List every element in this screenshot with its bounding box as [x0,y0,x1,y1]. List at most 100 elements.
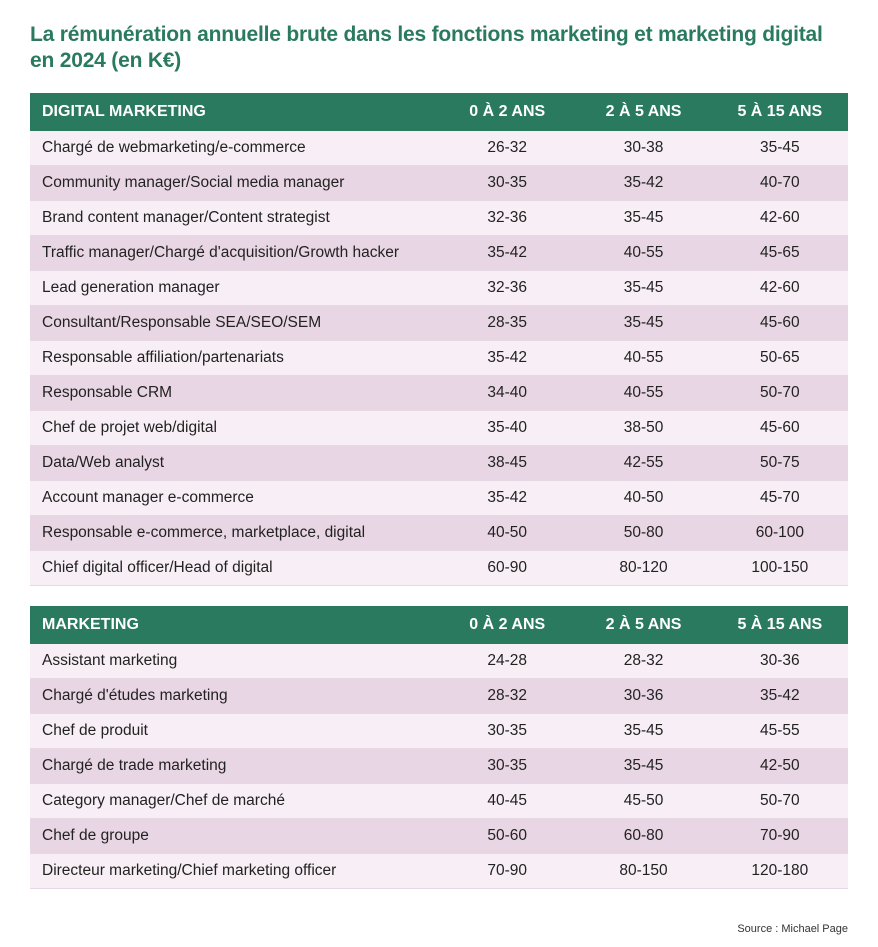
value-cell: 30-35 [439,748,575,783]
role-cell: Account manager e-commerce [30,480,439,515]
source-label: Source : Michael Page [0,921,878,947]
value-cell: 32-36 [439,200,575,235]
salary-section: DIGITAL MARKETING0 À 2 ANS2 À 5 ANS5 À 1… [30,93,848,586]
value-cell: 50-70 [712,783,848,818]
table-row: Consultant/Responsable SEA/SEO/SEM28-353… [30,305,848,340]
value-cell: 40-70 [712,165,848,200]
role-cell: Assistant marketing [30,644,439,679]
role-cell: Community manager/Social media manager [30,165,439,200]
table-row: Lead generation manager32-3635-4542-60 [30,270,848,305]
value-cell: 70-90 [712,818,848,853]
value-cell: 28-35 [439,305,575,340]
value-cell: 40-55 [575,375,711,410]
value-cell: 35-45 [712,131,848,166]
value-cell: 40-50 [439,515,575,550]
table-row: Directeur marketing/Chief marketing offi… [30,853,848,888]
column-header: 2 À 5 ANS [575,606,711,644]
value-cell: 35-45 [575,305,711,340]
value-cell: 28-32 [575,644,711,679]
table-row: Responsable CRM34-4040-5550-70 [30,375,848,410]
role-cell: Category manager/Chef de marché [30,783,439,818]
table-row: Chef de projet web/digital35-4038-5045-6… [30,410,848,445]
salary-table: DIGITAL MARKETING0 À 2 ANS2 À 5 ANS5 À 1… [30,93,848,586]
value-cell: 45-55 [712,713,848,748]
value-cell: 38-45 [439,445,575,480]
role-cell: Traffic manager/Chargé d'acquisition/Gro… [30,235,439,270]
value-cell: 60-100 [712,515,848,550]
role-cell: Chargé d'études marketing [30,678,439,713]
value-cell: 30-36 [575,678,711,713]
value-cell: 38-50 [575,410,711,445]
value-cell: 50-60 [439,818,575,853]
value-cell: 35-42 [439,480,575,515]
column-header: 0 À 2 ANS [439,93,575,131]
table-row: Chargé de trade marketing30-3535-4542-50 [30,748,848,783]
table-row: Brand content manager/Content strategist… [30,200,848,235]
value-cell: 32-36 [439,270,575,305]
table-row: Traffic manager/Chargé d'acquisition/Gro… [30,235,848,270]
value-cell: 100-150 [712,550,848,585]
value-cell: 35-45 [575,200,711,235]
value-cell: 50-70 [712,375,848,410]
section-heading: DIGITAL MARKETING [30,93,439,131]
value-cell: 120-180 [712,853,848,888]
table-row: Responsable e-commerce, marketplace, dig… [30,515,848,550]
table-row: Account manager e-commerce35-4240-5045-7… [30,480,848,515]
value-cell: 28-32 [439,678,575,713]
value-cell: 42-60 [712,200,848,235]
salary-table: MARKETING0 À 2 ANS2 À 5 ANS5 À 15 ANSAss… [30,606,848,889]
table-row: Data/Web analyst38-4542-5550-75 [30,445,848,480]
value-cell: 70-90 [439,853,575,888]
table-row: Responsable affiliation/partenariats35-4… [30,340,848,375]
value-cell: 35-42 [439,340,575,375]
column-header: 0 À 2 ANS [439,606,575,644]
page-container: La rémunération annuelle brute dans les … [0,0,878,921]
table-row: Chargé de webmarketing/e-commerce26-3230… [30,131,848,166]
role-cell: Chef de groupe [30,818,439,853]
table-row: Chef de produit30-3535-4545-55 [30,713,848,748]
table-row: Category manager/Chef de marché40-4545-5… [30,783,848,818]
value-cell: 60-90 [439,550,575,585]
role-cell: Lead generation manager [30,270,439,305]
role-cell: Consultant/Responsable SEA/SEO/SEM [30,305,439,340]
table-row: Chief digital officer/Head of digital60-… [30,550,848,585]
value-cell: 35-42 [712,678,848,713]
value-cell: 35-42 [575,165,711,200]
column-header: 5 À 15 ANS [712,606,848,644]
role-cell: Directeur marketing/Chief marketing offi… [30,853,439,888]
value-cell: 34-40 [439,375,575,410]
value-cell: 80-150 [575,853,711,888]
value-cell: 40-50 [575,480,711,515]
table-row: Chef de groupe50-6060-8070-90 [30,818,848,853]
salary-section: MARKETING0 À 2 ANS2 À 5 ANS5 À 15 ANSAss… [30,606,848,889]
value-cell: 42-60 [712,270,848,305]
table-row: Assistant marketing24-2828-3230-36 [30,644,848,679]
value-cell: 45-60 [712,305,848,340]
role-cell: Chef de projet web/digital [30,410,439,445]
value-cell: 45-70 [712,480,848,515]
value-cell: 50-80 [575,515,711,550]
role-cell: Chargé de webmarketing/e-commerce [30,131,439,166]
section-heading: MARKETING [30,606,439,644]
value-cell: 80-120 [575,550,711,585]
value-cell: 45-65 [712,235,848,270]
value-cell: 40-45 [439,783,575,818]
tables-region: DIGITAL MARKETING0 À 2 ANS2 À 5 ANS5 À 1… [30,93,848,889]
table-row: Community manager/Social media manager30… [30,165,848,200]
value-cell: 30-38 [575,131,711,166]
role-cell: Brand content manager/Content strategist [30,200,439,235]
value-cell: 35-45 [575,748,711,783]
role-cell: Responsable e-commerce, marketplace, dig… [30,515,439,550]
value-cell: 45-50 [575,783,711,818]
value-cell: 60-80 [575,818,711,853]
value-cell: 50-65 [712,340,848,375]
column-header: 5 À 15 ANS [712,93,848,131]
role-cell: Responsable CRM [30,375,439,410]
value-cell: 30-35 [439,713,575,748]
role-cell: Chargé de trade marketing [30,748,439,783]
role-cell: Data/Web analyst [30,445,439,480]
value-cell: 30-35 [439,165,575,200]
table-row: Chargé d'études marketing28-3230-3635-42 [30,678,848,713]
value-cell: 26-32 [439,131,575,166]
value-cell: 35-42 [439,235,575,270]
